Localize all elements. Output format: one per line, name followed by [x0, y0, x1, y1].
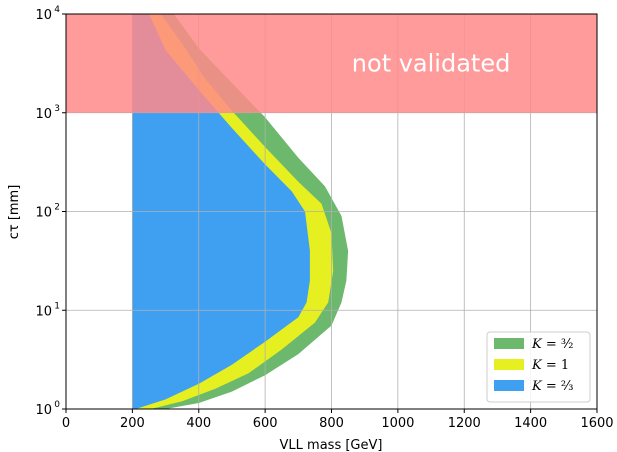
y-tick-exponent: 2	[54, 203, 60, 213]
legend-label: K = ³⁄₂	[531, 337, 573, 352]
y-tick-label: 10	[35, 403, 52, 418]
x-tick-label: 1600	[580, 416, 613, 431]
y-tick-label: 10	[35, 107, 52, 122]
y-tick-label: 10	[35, 8, 52, 23]
x-axis: 0 200 400 600 800 1000 1200 1400 1600	[62, 409, 614, 431]
x-tick-label: 400	[186, 416, 211, 431]
x-tick-label: 1200	[448, 416, 481, 431]
y-tick-exponent: 1	[54, 301, 60, 311]
legend-label: K = 1	[531, 358, 569, 373]
x-tick-label: 200	[120, 416, 145, 431]
y-tick-label: 10	[35, 304, 52, 319]
y-tick-exponent: 3	[54, 104, 60, 114]
not-validated-band	[66, 14, 597, 113]
not-validated-region: not validated	[66, 14, 597, 113]
y-tick-label: 10	[35, 206, 52, 221]
y-tick-exponent: 4	[54, 5, 60, 15]
not-validated-label: not validated	[352, 49, 511, 77]
legend: K = ³⁄₂ K = 1 K = ²⁄₃	[486, 331, 591, 403]
x-tick-label: 1400	[514, 416, 547, 431]
x-tick-label: 0	[62, 416, 70, 431]
legend-swatch	[494, 380, 524, 391]
legend-swatch	[494, 359, 524, 370]
x-axis-label: VLL mass [GeV]	[280, 438, 383, 452]
y-axis-label: cτ [mm]	[7, 185, 22, 240]
legend-label: K = ²⁄₃	[531, 379, 573, 394]
legend-swatch	[494, 338, 524, 349]
y-tick-exponent: 0	[54, 400, 60, 410]
x-tick-label: 800	[319, 416, 344, 431]
x-tick-label: 1000	[381, 416, 414, 431]
x-tick-label: 600	[253, 416, 278, 431]
